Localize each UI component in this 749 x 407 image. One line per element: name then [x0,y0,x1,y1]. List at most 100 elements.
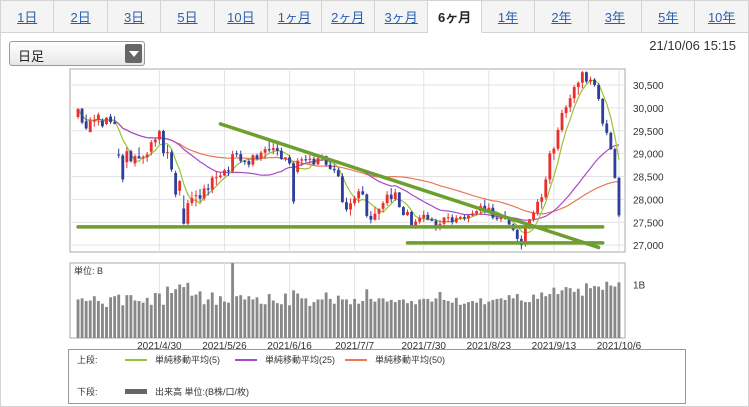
volume-bar [418,299,422,338]
period-tab-6[interactable]: 2ヶ月 [321,0,375,33]
period-tab-bar: 1日 2日 3日 5日 10日 1ヶ月 2ヶ月 3ヶ月 6ヶ月 1年 2年 3年 5年 10年 [0,0,749,33]
legend-volume-text: 出来高 単位:(B株/口/枚) [155,387,249,397]
period-tab-7[interactable]: 3ヶ月 [374,0,429,33]
candle-body [288,157,291,164]
candle-body [475,211,479,214]
candle-body [255,155,259,159]
volume-bar [576,288,580,338]
candle-body [316,158,320,165]
candle-body [92,120,96,122]
candle-body [507,218,511,225]
ma50-swatch [345,359,367,361]
period-select-value: 日足 [18,49,45,64]
candle-body [389,194,393,199]
volume-bar [137,301,141,338]
volume-bar [275,303,279,338]
period-tab-10[interactable]: 2年 [535,0,589,33]
chevron-down-icon [125,44,142,63]
volume-bar [340,299,344,338]
volume-bar [153,293,157,338]
period-select-dropdown[interactable]: 日足 [9,41,145,66]
volume-bar [345,299,348,338]
volume-bar [210,292,214,338]
volume-bar [300,298,304,338]
legend-lower-label: 下段: [77,387,98,397]
period-tab-0[interactable]: 1日 [0,0,55,33]
price-tick-label: 27,500 [633,218,664,229]
volume-bar [336,295,340,338]
volume-bar [101,303,104,338]
volume-bar [438,291,442,338]
volume-bar [206,299,210,338]
candle-body [105,117,108,125]
candle-body [613,149,617,178]
volume-bar [511,298,515,338]
price-tick-label: 29,000 [633,150,664,161]
volume-bar [580,295,584,338]
candle-body [251,155,255,165]
candle-body [153,139,157,143]
candle-body [84,121,88,129]
candle-body [121,155,125,180]
volume-bar [202,304,206,338]
candle-body [340,176,344,203]
volume-bar [540,292,544,338]
volume-tick-label: 1B [633,280,646,291]
volume-bar [393,302,397,338]
volume-bar [572,291,576,338]
candle-body [324,156,328,165]
volume-bar [247,296,251,338]
volume-bar [157,293,161,338]
candle-body [117,154,121,156]
volume-bar [446,301,450,338]
candle-body [617,177,621,216]
period-tab-9[interactable]: 1年 [481,0,536,33]
volume-bar [442,299,446,338]
volume-bar [109,297,112,338]
period-tab-3[interactable]: 5日 [161,0,215,33]
candle-body [414,221,418,226]
legend-upper-label: 上段: [77,355,98,365]
volume-bar [186,282,190,338]
period-tab-13[interactable]: 10年 [695,0,749,33]
period-tab-5[interactable]: 1ヶ月 [268,0,322,33]
candle-body [393,192,397,199]
price-tick-label: 28,000 [633,195,664,206]
candle-body [129,151,133,162]
period-tab-11[interactable]: 3年 [588,0,643,33]
candle-body [227,170,230,172]
candle-body [336,170,340,177]
candle-body [275,148,279,151]
candle-body [540,197,544,202]
volume-bar [377,298,381,338]
date-tick-label: 2021/9/13 [532,341,577,349]
volume-bar [597,286,601,338]
candle-body [218,175,222,178]
volume-bar [556,294,560,338]
volume-bar [361,301,365,338]
price-tick-label: 30,000 [633,104,664,115]
date-tick-label: 2021/7/7 [335,341,374,349]
chart-legend: 上段: 単純移動平均(5) 単純移動平均(25) 単純移動平均(50) 下段: … [68,349,686,404]
volume-bar [133,300,137,338]
candle-body [210,177,214,190]
period-tab-1[interactable]: 2日 [54,0,108,33]
candle-body [206,188,210,190]
period-tab-4[interactable]: 10日 [214,0,269,33]
volume-bar [491,299,495,338]
volume-bar [324,292,328,338]
period-tab-2[interactable]: 3日 [107,0,162,33]
volume-bar [617,282,621,338]
candle-body [401,207,405,216]
period-tab-8[interactable]: 6ヶ月 [428,0,482,33]
candle-body [556,129,560,149]
volume-bar [288,305,291,338]
candle-body [532,212,535,220]
candle-body [515,229,519,239]
candle-body [377,208,381,214]
volume-bar [239,295,243,338]
candle-body [214,177,218,179]
volume-bar [593,286,596,338]
candle-body [178,181,182,191]
period-tab-12[interactable]: 5年 [642,0,696,33]
